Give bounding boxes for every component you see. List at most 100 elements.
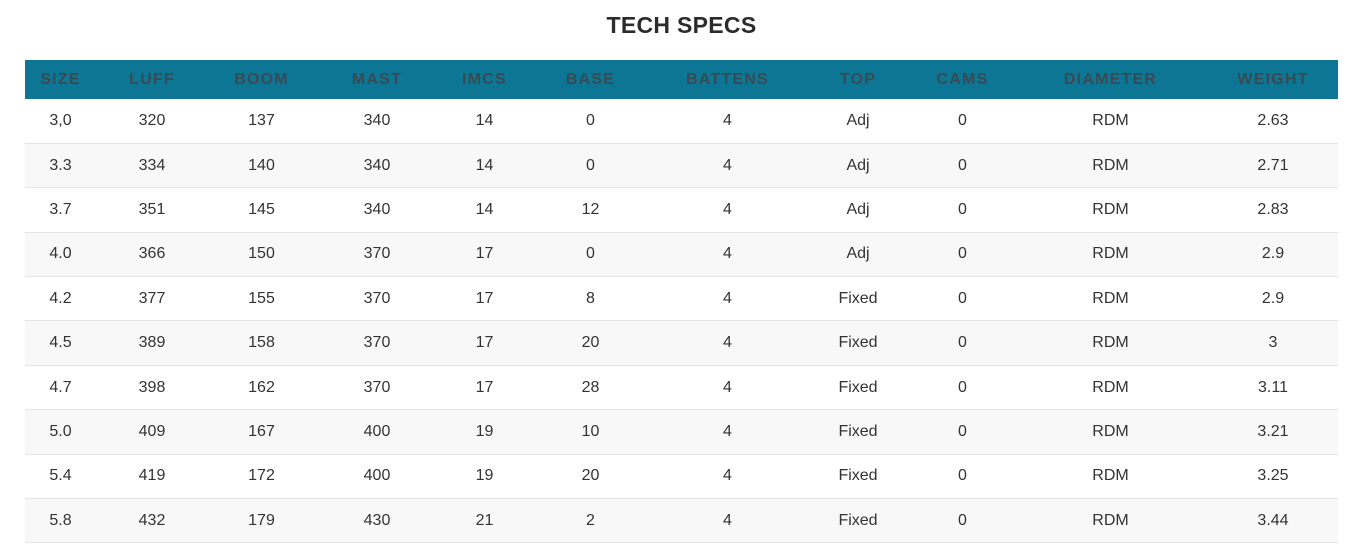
header-cams[interactable]: CAMS [936, 70, 989, 88]
table-row: 3.3 334 140 340 14 0 4 Adj 0 RDM 2.71 [25, 143, 1338, 188]
cell-top: Fixed [838, 467, 878, 485]
cell-top: Adj [846, 156, 870, 174]
cell-diameter: RDM [1092, 200, 1129, 218]
cell-top: Fixed [838, 511, 878, 529]
header-boom[interactable]: BOOM [234, 70, 289, 88]
cell-cams: 0 [958, 511, 967, 529]
cell-mast: 340 [363, 111, 391, 129]
table-row: 4.7 398 162 370 17 28 4 Fixed 0 RDM 3.11 [25, 365, 1338, 410]
cell-battens: 4 [723, 511, 732, 529]
header-base[interactable]: BASE [565, 70, 616, 88]
cell-battens: 4 [723, 467, 732, 485]
cell-boom: 145 [248, 200, 275, 218]
cell-diameter: RDM [1092, 422, 1129, 440]
cell-boom: 140 [248, 156, 275, 174]
table-row: 4.0 366 150 370 17 0 4 Adj 0 RDM 2.9 [25, 232, 1338, 277]
cell-base: 20 [581, 334, 600, 352]
cell-base: 28 [581, 378, 600, 396]
cell-mast: 400 [363, 422, 391, 440]
tech-specs-table: SIZE LUFF BOOM MAST IMCS BASE BATTENS TO… [25, 60, 1338, 543]
table-row: 5.4 419 172 400 19 20 4 Fixed 0 RDM 3.25 [25, 454, 1338, 499]
cell-luff: 419 [138, 467, 166, 485]
cell-cams: 0 [958, 156, 967, 174]
cell-mast: 370 [363, 378, 391, 396]
header-imcs[interactable]: IMCS [462, 70, 507, 88]
cell-mast: 430 [363, 511, 391, 529]
cell-diameter: RDM [1092, 111, 1129, 129]
cell-battens: 4 [723, 111, 732, 129]
header-size[interactable]: SIZE [40, 70, 81, 88]
cell-weight: 2.9 [1261, 245, 1285, 263]
cell-luff: 377 [138, 289, 166, 307]
cell-cams: 0 [958, 378, 967, 396]
cell-diameter: RDM [1092, 156, 1129, 174]
cell-diameter: RDM [1092, 289, 1129, 307]
cell-imcs: 17 [475, 334, 494, 352]
cell-top: Fixed [838, 334, 878, 352]
cell-luff: 398 [138, 378, 166, 396]
header-diameter[interactable]: DIAMETER [1063, 70, 1158, 88]
cell-luff: 334 [138, 156, 166, 174]
cell-size: 5.8 [49, 511, 72, 529]
cell-size: 5.0 [49, 422, 72, 440]
cell-top: Fixed [838, 289, 878, 307]
cell-weight: 2.63 [1257, 111, 1289, 129]
cell-imcs: 19 [475, 422, 494, 440]
header-top[interactable]: TOP [839, 70, 877, 88]
cell-top: Fixed [838, 378, 878, 396]
table-row: 3.7 351 145 340 14 12 4 Adj 0 RDM 2.83 [25, 187, 1338, 233]
cell-boom: 167 [248, 422, 275, 440]
cell-battens: 4 [723, 378, 732, 396]
cell-top: Adj [846, 200, 870, 218]
cell-diameter: RDM [1092, 334, 1129, 352]
cell-size: 3.3 [49, 156, 72, 174]
cell-size: 3,0 [49, 111, 72, 129]
cell-cams: 0 [958, 334, 967, 352]
cell-weight: 2.71 [1257, 156, 1289, 174]
header-luff[interactable]: LUFF [129, 70, 175, 88]
cell-size: 4.2 [49, 289, 72, 307]
header-mast[interactable]: MAST [351, 70, 403, 88]
header-weight[interactable]: WEIGHT [1237, 70, 1309, 88]
cell-imcs: 14 [475, 111, 494, 129]
cell-base: 20 [581, 467, 600, 485]
cell-imcs: 17 [475, 289, 494, 307]
cell-cams: 0 [958, 289, 967, 307]
cell-mast: 370 [363, 245, 391, 263]
cell-top: Adj [846, 111, 870, 129]
cell-battens: 4 [723, 422, 732, 440]
cell-top: Adj [846, 245, 870, 263]
cell-mast: 340 [363, 156, 391, 174]
cell-boom: 155 [248, 289, 275, 307]
cell-luff: 320 [138, 111, 166, 129]
cell-luff: 409 [138, 422, 166, 440]
cell-top: Fixed [838, 422, 878, 440]
cell-luff: 432 [138, 511, 166, 529]
cell-mast: 370 [363, 334, 391, 352]
cell-luff: 389 [138, 334, 166, 352]
cell-weight: 3 [1268, 334, 1278, 352]
cell-cams: 0 [958, 467, 967, 485]
cell-base: 0 [586, 111, 595, 129]
cell-diameter: RDM [1092, 511, 1129, 529]
cell-luff: 366 [138, 245, 166, 263]
cell-cams: 0 [958, 200, 967, 218]
cell-diameter: RDM [1092, 245, 1129, 263]
cell-diameter: RDM [1092, 467, 1129, 485]
cell-battens: 4 [723, 156, 732, 174]
cell-imcs: 14 [475, 156, 494, 174]
cell-base: 0 [586, 156, 595, 174]
table-row: 5.0 409 167 400 19 10 4 Fixed 0 RDM 3.21 [25, 409, 1338, 455]
cell-imcs: 17 [475, 245, 494, 263]
cell-weight: 3.11 [1258, 378, 1288, 396]
cell-mast: 400 [363, 467, 391, 485]
cell-imcs: 21 [475, 511, 494, 529]
cell-base: 2 [586, 511, 595, 529]
cell-mast: 370 [363, 289, 391, 307]
cell-battens: 4 [723, 334, 732, 352]
table-row: 5.8 432 179 430 21 2 4 Fixed 0 RDM 3.44 [25, 498, 1338, 543]
table-row: 3,0 320 137 340 14 0 4 Adj 0 RDM 2.63 [25, 99, 1338, 144]
cell-weight: 3.25 [1257, 467, 1289, 485]
header-battens[interactable]: BATTENS [686, 70, 769, 88]
cell-size: 3.7 [49, 200, 72, 218]
